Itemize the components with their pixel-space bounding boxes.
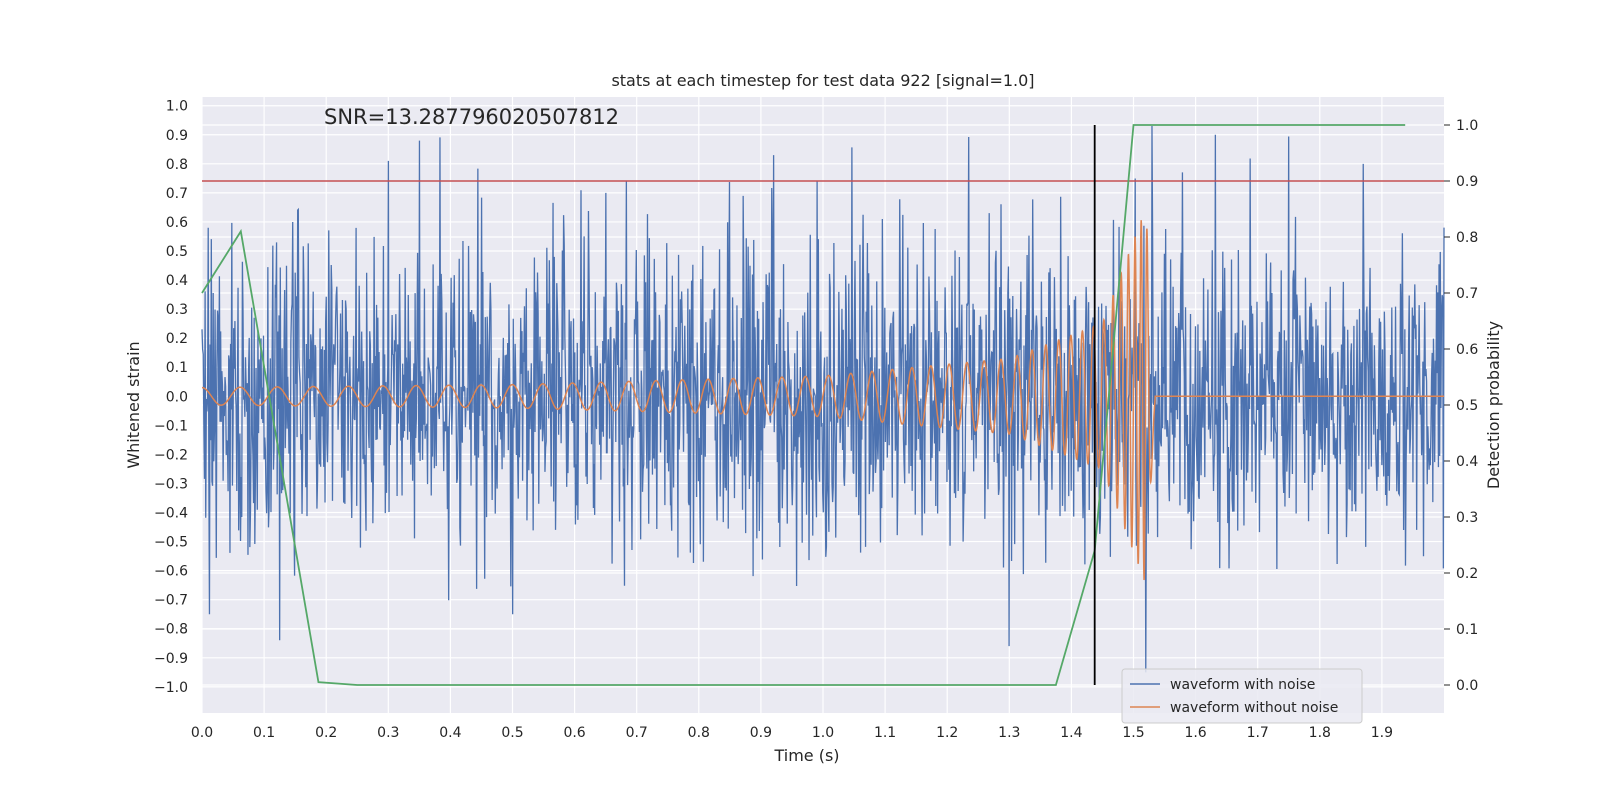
x-tick-label: 0.1 (253, 725, 275, 741)
y2-ticks: 1.0 0.9 0.8 0.7 0.6 0.5 0.4 0.3 0.2 0.1 0.0 (1444, 118, 1478, 694)
y-tick-label: 1.0 (166, 99, 188, 115)
y2-axis-label: Detection probability (1484, 321, 1503, 489)
y-tick-label: −0.1 (154, 418, 188, 434)
y-tick-label: −0.7 (154, 593, 188, 609)
y2-tick-label: 0.6 (1456, 342, 1478, 358)
y-tick-label: −0.4 (154, 506, 188, 522)
y-tick-label: 0.1 (166, 360, 188, 376)
legend: waveform with noise waveform without noi… (1121, 668, 1363, 724)
y2-tick-label: 1.0 (1456, 118, 1478, 134)
y-tick-label: −0.9 (154, 651, 188, 667)
x-tick-label: 1.5 (1122, 725, 1144, 741)
x-tick-label: 1.1 (874, 725, 896, 741)
snr-annotation: SNR=13.287796020507812 (324, 105, 619, 129)
y2-tick-label: 0.9 (1456, 174, 1478, 190)
x-axis-label: Time (s) (773, 746, 839, 765)
y-tick-label: 0.2 (166, 331, 188, 347)
y-tick-label: −0.5 (154, 535, 188, 551)
x-ticks: 0.0 0.1 0.2 0.3 0.4 0.5 0.6 0.7 0.8 0.9 1.0 1.1 1.2 1… (191, 725, 1393, 741)
x-tick-label: 0.8 (688, 725, 710, 741)
y2-tick-label: 0.0 (1456, 678, 1478, 694)
y-tick-label: −0.8 (154, 622, 188, 638)
y-tick-label: −1.0 (154, 680, 188, 696)
legend-label-clean: waveform without noise (1170, 700, 1338, 716)
series-layer (201, 124, 1445, 686)
x-tick-label: 0.0 (191, 725, 213, 741)
x-tick-label: 0.2 (315, 725, 337, 741)
y2-tick-label: 0.1 (1456, 622, 1478, 638)
chart-title: stats at each timestep for test data 922… (611, 71, 1034, 90)
legend-label-noise: waveform with noise (1170, 677, 1315, 693)
y2-tick-label: 0.8 (1456, 230, 1478, 246)
y2-tick-label: 0.3 (1456, 510, 1478, 526)
x-tick-label: 1.2 (936, 725, 958, 741)
x-tick-label: 1.7 (1247, 725, 1269, 741)
y-tick-label: −0.6 (154, 564, 188, 580)
x-tick-label: 1.4 (1060, 725, 1082, 741)
y-tick-label: 0.3 (166, 302, 188, 318)
x-tick-label: 0.5 (501, 725, 523, 741)
y-tick-label: 0.6 (166, 215, 188, 231)
series-waveform-with-noise (201, 126, 1445, 673)
x-tick-label: 0.6 (563, 725, 585, 741)
x-tick-label: 0.9 (750, 725, 772, 741)
x-tick-label: 1.0 (812, 725, 834, 741)
y2-tick-label: 0.7 (1456, 286, 1478, 302)
y-tick-label: −0.2 (154, 447, 188, 463)
legend-box (1121, 668, 1363, 724)
y2-tick-label: 0.2 (1456, 566, 1478, 582)
y-tick-label: −0.3 (154, 476, 188, 492)
x-tick-label: 0.7 (626, 725, 648, 741)
y-tick-label: 0.9 (166, 128, 188, 144)
y2-tick-label: 0.5 (1456, 398, 1478, 414)
x-tick-label: 1.3 (998, 725, 1020, 741)
y-tick-label: 0.8 (166, 157, 188, 173)
x-tick-label: 0.3 (377, 725, 399, 741)
x-tick-label: 1.9 (1371, 725, 1393, 741)
y-tick-label: 0.0 (166, 389, 188, 405)
y-tick-label: 0.5 (166, 244, 188, 260)
y-axis-label: Whitened strain (124, 341, 143, 468)
series-waveform-without-noise (201, 220, 1444, 581)
x-tick-label: 1.6 (1184, 725, 1206, 741)
y-ticks: 1.0 0.9 0.8 0.7 0.6 0.5 0.4 0.3 0.2 0.1 0.0 −0.1 −0.… (154, 99, 188, 696)
x-tick-label: 0.4 (439, 725, 461, 741)
series-detection-probability (201, 124, 1406, 686)
y2-tick-label: 0.4 (1456, 454, 1478, 470)
x-tick-label: 1.8 (1309, 725, 1331, 741)
y-tick-label: 0.4 (166, 273, 188, 289)
y-tick-label: 0.7 (166, 186, 188, 202)
